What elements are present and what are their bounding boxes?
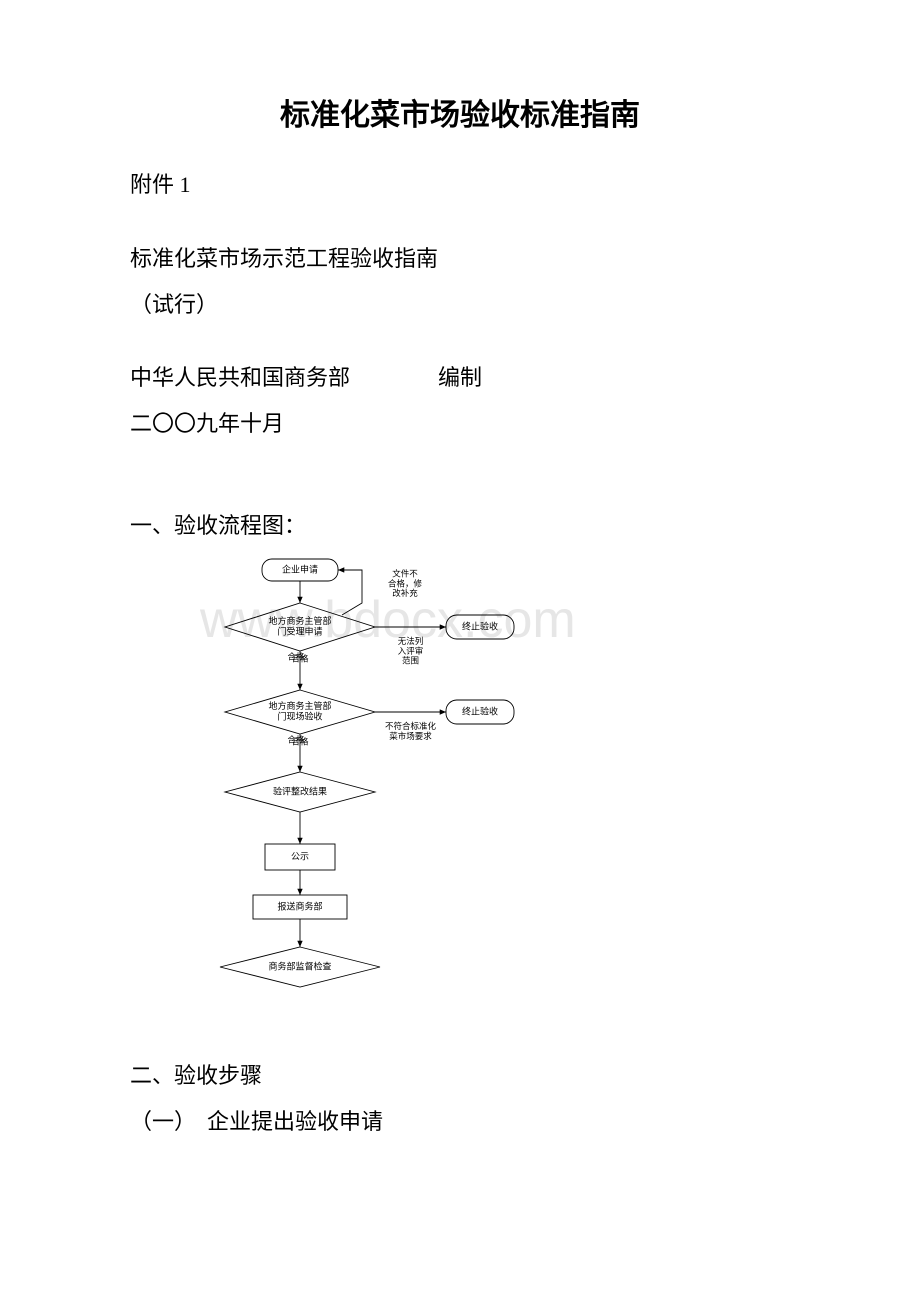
svg-text:企业申请: 企业申请: [282, 563, 318, 574]
step-1: （一） 企业提出验收申请: [130, 1101, 790, 1143]
svg-text:公示: 公示: [291, 851, 309, 861]
svg-text:合格: 合格: [291, 736, 309, 746]
svg-text:地方商务主管部: 地方商务主管部: [268, 615, 331, 626]
section-1-heading: 一、验收流程图：: [130, 505, 790, 547]
attachment-label: 附件 1: [130, 164, 790, 206]
svg-text:验评整改结果: 验评整改结果: [273, 785, 327, 796]
subtitle-line-1: 标准化菜市场示范工程验收指南: [130, 238, 790, 280]
flowchart-svg: 企业申请地方商务主管部门受理申请终止验收地方商务主管部门现场验收终止验收验评整改…: [190, 557, 560, 997]
svg-text:终止验收: 终止验收: [462, 620, 498, 631]
svg-text:商务部监督检查: 商务部监督检查: [268, 960, 331, 971]
svg-text:不符合标准化: 不符合标准化: [385, 721, 437, 731]
svg-text:门受理申请: 门受理申请: [277, 625, 322, 636]
svg-text:范围: 范围: [402, 655, 419, 665]
svg-text:报送商务部: 报送商务部: [277, 900, 322, 911]
svg-text:合格，修: 合格，修: [388, 578, 423, 588]
flowchart-container: 企业申请地方商务主管部门受理申请终止验收地方商务主管部门现场验收终止验收验评整改…: [190, 557, 790, 997]
section-2-heading: 二、验收步骤: [130, 1055, 790, 1097]
subtitle-line-2: （试行）: [130, 284, 790, 326]
svg-text:终止验收: 终止验收: [462, 705, 498, 716]
svg-text:菜市场要求: 菜市场要求: [389, 731, 432, 741]
page-title: 标准化菜市场验收标准指南: [130, 90, 790, 134]
svg-text:入评审: 入评审: [398, 646, 424, 656]
svg-text:门现场验收: 门现场验收: [277, 710, 322, 721]
svg-text:无法列: 无法列: [398, 636, 424, 646]
issuer-line: 中华人民共和国商务部 编制: [130, 357, 790, 399]
date-line: 二〇〇九年十月: [130, 403, 790, 445]
svg-text:合格: 合格: [291, 653, 309, 663]
svg-text:文件不: 文件不: [392, 568, 418, 578]
svg-text:地方商务主管部: 地方商务主管部: [268, 700, 331, 711]
svg-text:改补充: 改补充: [392, 588, 418, 598]
